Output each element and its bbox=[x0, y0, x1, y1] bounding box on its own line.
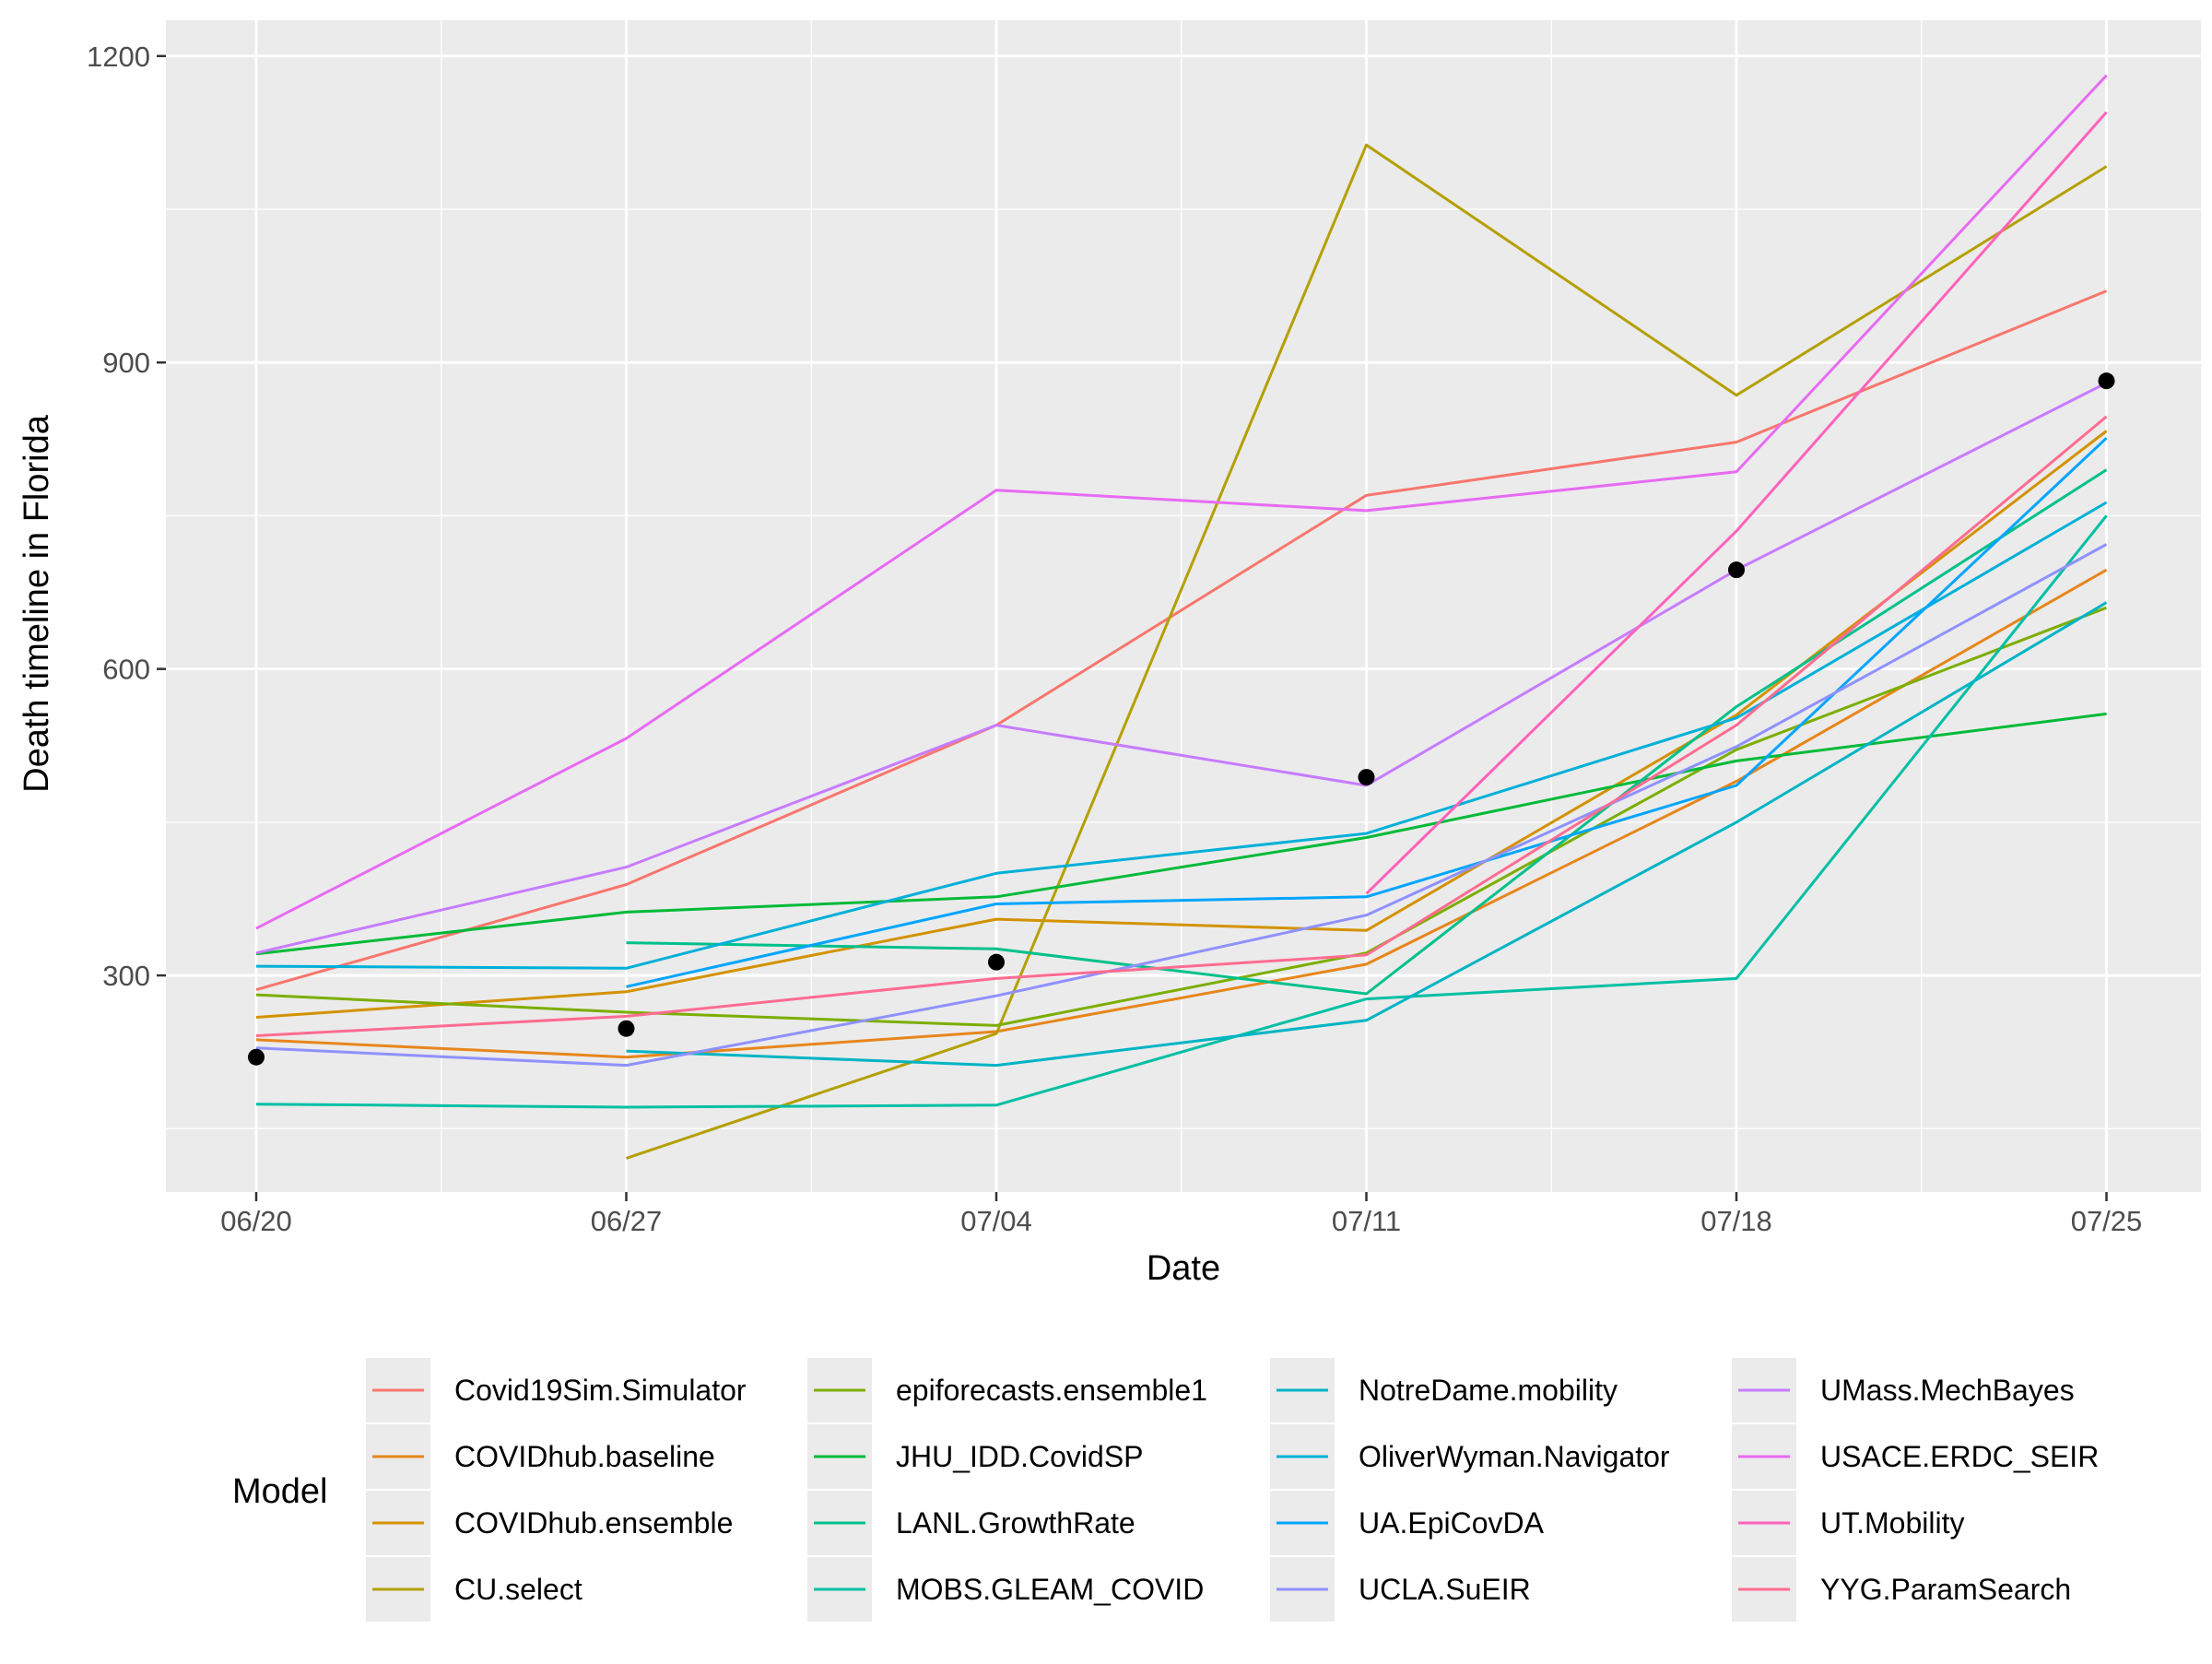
x-tick-label: 07/18 bbox=[1700, 1205, 1772, 1237]
legend-label: COVIDhub.baseline bbox=[454, 1440, 715, 1473]
series-line-segment bbox=[255, 415, 2108, 1037]
observed-point bbox=[248, 1048, 265, 1066]
observed-points bbox=[248, 372, 2115, 1066]
series-lines bbox=[255, 74, 2108, 1160]
series-line-segment bbox=[626, 601, 2108, 1068]
observed-point bbox=[2098, 372, 2115, 390]
series-line-segment bbox=[255, 712, 2107, 956]
legend-item: UCLA.SuEIR bbox=[1270, 1557, 1531, 1622]
series-line-segment bbox=[626, 468, 2108, 996]
legend-item: JHU_IDD.CovidSP bbox=[807, 1424, 1144, 1489]
legend-item: NotreDame.mobility bbox=[1270, 1358, 1618, 1422]
legend-label: UMass.MechBayes bbox=[1820, 1374, 2075, 1407]
series-line bbox=[626, 468, 2108, 996]
series-line bbox=[626, 437, 2108, 988]
series-line bbox=[255, 514, 2108, 1109]
series-line bbox=[1365, 111, 2108, 895]
legend-item: YYG.ParamSearch bbox=[1732, 1557, 2071, 1622]
series-line-segment bbox=[626, 437, 2108, 988]
series-line-segment bbox=[1365, 111, 2108, 895]
series-line bbox=[626, 601, 2108, 1068]
x-tick-label: 06/27 bbox=[591, 1205, 663, 1237]
legend-item: MOBS.GLEAM_COVID bbox=[807, 1557, 1204, 1622]
legend-title: Model bbox=[232, 1472, 328, 1511]
y-tick-label: 1200 bbox=[87, 41, 150, 73]
series-line bbox=[255, 289, 2108, 992]
axes: 300 600 900 1200 06/20 06/27 07/04 07/11 07/18 07… bbox=[87, 41, 2142, 1237]
series-line-segment bbox=[255, 543, 2108, 1068]
y-tick-label: 900 bbox=[102, 347, 150, 379]
x-tick-label: 06/20 bbox=[220, 1205, 292, 1237]
series-line-segment bbox=[255, 514, 2108, 1109]
legend-item: COVIDhub.ensemble bbox=[366, 1491, 733, 1555]
legend-item: LANL.GrowthRate bbox=[807, 1491, 1135, 1555]
series-line-segment bbox=[255, 74, 2108, 930]
legend-label: epiforecasts.ensemble1 bbox=[896, 1374, 1207, 1407]
series-line bbox=[255, 415, 2108, 1037]
series-line-segment bbox=[255, 382, 2108, 955]
legend-item: UT.Mobility bbox=[1732, 1491, 1964, 1555]
legend-label: NotreDame.mobility bbox=[1359, 1374, 1618, 1407]
series-line bbox=[255, 382, 2108, 955]
legend-label: LANL.GrowthRate bbox=[896, 1506, 1135, 1540]
y-axis-title: Death timeline in Florida bbox=[18, 414, 56, 793]
series-line bbox=[255, 74, 2108, 930]
x-tick-label: 07/04 bbox=[960, 1205, 1032, 1237]
legend-label: JHU_IDD.CovidSP bbox=[896, 1440, 1144, 1473]
series-line-segment bbox=[626, 143, 2108, 1160]
series-line bbox=[255, 568, 2108, 1059]
series-line bbox=[255, 501, 2108, 970]
legend-label: CU.select bbox=[454, 1573, 582, 1606]
legend-label: UA.EpiCovDA bbox=[1359, 1506, 1545, 1540]
legend-item: UMass.MechBayes bbox=[1732, 1358, 2075, 1422]
x-tick-label: 07/11 bbox=[1332, 1205, 1401, 1237]
legend-label: Covid19Sim.Simulator bbox=[454, 1374, 747, 1407]
legend-label: UCLA.SuEIR bbox=[1359, 1573, 1531, 1606]
x-axis-title: Date bbox=[1147, 1249, 1220, 1288]
legend: Model Covid19Sim.Simulator COVIDhub.basel… bbox=[232, 1358, 2099, 1622]
observed-point bbox=[1728, 561, 1745, 579]
legend-item: USACE.ERDC_SEIR bbox=[1732, 1424, 2099, 1489]
observed-point bbox=[618, 1020, 635, 1037]
legend-label: OliverWyman.Navigator bbox=[1359, 1440, 1670, 1473]
legend-label: USACE.ERDC_SEIR bbox=[1820, 1440, 2099, 1473]
observed-point bbox=[988, 953, 1005, 971]
observed-point bbox=[1358, 769, 1375, 786]
series-line bbox=[255, 543, 2108, 1068]
y-tick-label: 300 bbox=[102, 960, 150, 992]
legend-label: MOBS.GLEAM_COVID bbox=[896, 1573, 1204, 1606]
legend-label: YYG.ParamSearch bbox=[1820, 1573, 2071, 1606]
legend-item: UA.EpiCovDA bbox=[1270, 1491, 1545, 1555]
series-line-segment bbox=[255, 568, 2108, 1059]
series-line bbox=[626, 143, 2108, 1160]
legend-item: epiforecasts.ensemble1 bbox=[807, 1358, 1207, 1422]
legend-item: Covid19Sim.Simulator bbox=[366, 1358, 747, 1422]
legend-label: COVIDhub.ensemble bbox=[454, 1506, 733, 1540]
series-line bbox=[255, 712, 2107, 956]
legend-item: COVIDhub.baseline bbox=[366, 1424, 715, 1489]
legend-item: OliverWyman.Navigator bbox=[1270, 1424, 1670, 1489]
legend-label: UT.Mobility bbox=[1820, 1506, 1964, 1540]
series-line-segment bbox=[255, 289, 2108, 992]
y-tick-label: 600 bbox=[102, 654, 150, 686]
series-line-segment bbox=[255, 501, 2108, 970]
legend-item: CU.select bbox=[366, 1557, 582, 1622]
x-tick-label: 07/25 bbox=[2071, 1205, 2143, 1237]
